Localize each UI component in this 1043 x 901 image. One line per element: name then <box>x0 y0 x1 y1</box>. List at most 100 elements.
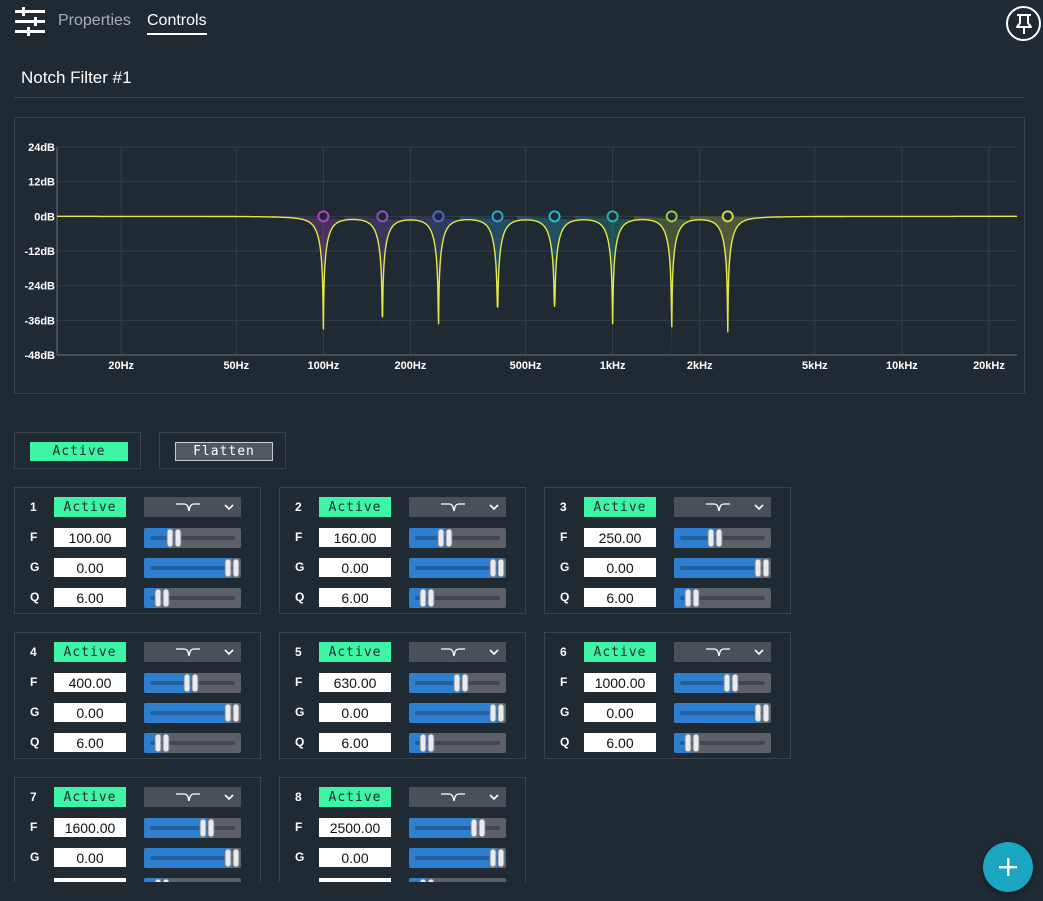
slider-thumb[interactable] <box>684 588 700 608</box>
param-input-q[interactable] <box>319 878 391 882</box>
slider-thumb[interactable] <box>489 703 505 723</box>
filter-type-select[interactable] <box>409 787 506 807</box>
param-slider-g[interactable] <box>674 703 771 723</box>
slider-thumb[interactable] <box>754 558 770 578</box>
band-handle[interactable] <box>665 210 678 223</box>
param-slider-q[interactable] <box>409 878 506 882</box>
band-handle[interactable] <box>317 210 330 223</box>
param-input-f[interactable] <box>54 673 126 692</box>
band-handle[interactable] <box>491 210 504 223</box>
filter-type-select[interactable] <box>674 642 771 662</box>
pin-button[interactable] <box>1006 6 1041 41</box>
slider-thumb[interactable] <box>419 878 435 882</box>
param-slider-q[interactable] <box>144 588 241 608</box>
slider-thumb[interactable] <box>154 588 170 608</box>
band-active-button[interactable]: Active <box>319 642 391 662</box>
param-slider-g[interactable] <box>144 558 241 578</box>
tab-controls[interactable]: Controls <box>147 12 207 35</box>
param-slider-f[interactable] <box>409 673 506 693</box>
param-input-q[interactable] <box>54 588 126 607</box>
band-active-button[interactable]: Active <box>319 787 391 807</box>
global-active-button[interactable]: Active <box>30 442 128 461</box>
slider-thumb[interactable] <box>754 703 770 723</box>
param-slider-q[interactable] <box>144 878 241 882</box>
sliders-icon[interactable] <box>14 7 46 37</box>
slider-thumb[interactable] <box>470 818 486 838</box>
param-slider-g[interactable] <box>409 703 506 723</box>
param-slider-f[interactable] <box>409 818 506 838</box>
add-band-button[interactable] <box>983 842 1033 892</box>
chart-svg[interactable]: 24dB 12dB 0dB -12dB -24dB -36dB -48dB 20Hz 50Hz 1… <box>15 118 1026 395</box>
slider-thumb[interactable] <box>154 878 170 882</box>
tab-properties[interactable]: Properties <box>58 12 131 29</box>
slider-thumb[interactable] <box>224 558 240 578</box>
param-input-q[interactable] <box>584 733 656 752</box>
param-slider-f[interactable] <box>674 528 771 548</box>
slider-thumb[interactable] <box>419 733 435 753</box>
param-input-g[interactable] <box>584 703 656 722</box>
param-input-g[interactable] <box>54 848 126 867</box>
flatten-button[interactable]: Flatten <box>175 442 273 461</box>
slider-thumb[interactable] <box>419 588 435 608</box>
param-slider-q[interactable] <box>409 733 506 753</box>
filter-type-select[interactable] <box>409 497 506 517</box>
param-input-g[interactable] <box>319 558 391 577</box>
slider-thumb[interactable] <box>489 848 505 868</box>
param-slider-g[interactable] <box>674 558 771 578</box>
slider-thumb[interactable] <box>224 703 240 723</box>
param-input-g[interactable] <box>54 703 126 722</box>
param-slider-g[interactable] <box>409 558 506 578</box>
band-active-button[interactable]: Active <box>54 787 126 807</box>
slider-thumb[interactable] <box>723 673 739 693</box>
band-active-button[interactable]: Active <box>54 497 126 517</box>
band-active-button[interactable]: Active <box>584 497 656 517</box>
band-handle[interactable] <box>721 210 734 223</box>
filter-type-select[interactable] <box>144 642 241 662</box>
filter-type-select[interactable] <box>144 497 241 517</box>
band-active-button[interactable]: Active <box>54 642 126 662</box>
param-slider-f[interactable] <box>144 818 241 838</box>
param-input-q[interactable] <box>54 878 126 882</box>
filter-type-select[interactable] <box>674 497 771 517</box>
param-slider-g[interactable] <box>409 848 506 868</box>
band-handle[interactable] <box>432 210 445 223</box>
param-slider-f[interactable] <box>409 528 506 548</box>
param-input-f[interactable] <box>319 673 391 692</box>
param-slider-g[interactable] <box>144 703 241 723</box>
param-input-g[interactable] <box>54 558 126 577</box>
filter-type-select[interactable] <box>144 787 241 807</box>
slider-thumb[interactable] <box>684 733 700 753</box>
param-input-g[interactable] <box>319 848 391 867</box>
slider-thumb[interactable] <box>183 673 199 693</box>
param-input-f[interactable] <box>319 818 391 837</box>
param-slider-g[interactable] <box>144 848 241 868</box>
param-slider-q[interactable] <box>674 733 771 753</box>
param-slider-q[interactable] <box>674 588 771 608</box>
param-slider-q[interactable] <box>409 588 506 608</box>
slider-thumb[interactable] <box>199 818 215 838</box>
slider-thumb[interactable] <box>154 733 170 753</box>
band-handle[interactable] <box>548 210 561 223</box>
param-slider-f[interactable] <box>674 673 771 693</box>
slider-thumb[interactable] <box>453 673 469 693</box>
param-input-f[interactable] <box>54 818 126 837</box>
band-active-button[interactable]: Active <box>584 642 656 662</box>
slider-thumb[interactable] <box>707 528 723 548</box>
slider-thumb[interactable] <box>437 528 453 548</box>
slider-thumb[interactable] <box>489 558 505 578</box>
param-input-q[interactable] <box>54 733 126 752</box>
param-input-g[interactable] <box>319 703 391 722</box>
filter-type-select[interactable] <box>409 642 506 662</box>
band-handle[interactable] <box>376 210 389 223</box>
slider-thumb[interactable] <box>166 528 182 548</box>
param-input-f[interactable] <box>54 528 126 547</box>
param-slider-f[interactable] <box>144 673 241 693</box>
band-handle[interactable] <box>606 210 619 223</box>
slider-thumb[interactable] <box>224 848 240 868</box>
param-input-f[interactable] <box>584 673 656 692</box>
param-input-q[interactable] <box>319 588 391 607</box>
param-input-q[interactable] <box>319 733 391 752</box>
param-input-q[interactable] <box>584 588 656 607</box>
param-slider-f[interactable] <box>144 528 241 548</box>
param-input-f[interactable] <box>319 528 391 547</box>
